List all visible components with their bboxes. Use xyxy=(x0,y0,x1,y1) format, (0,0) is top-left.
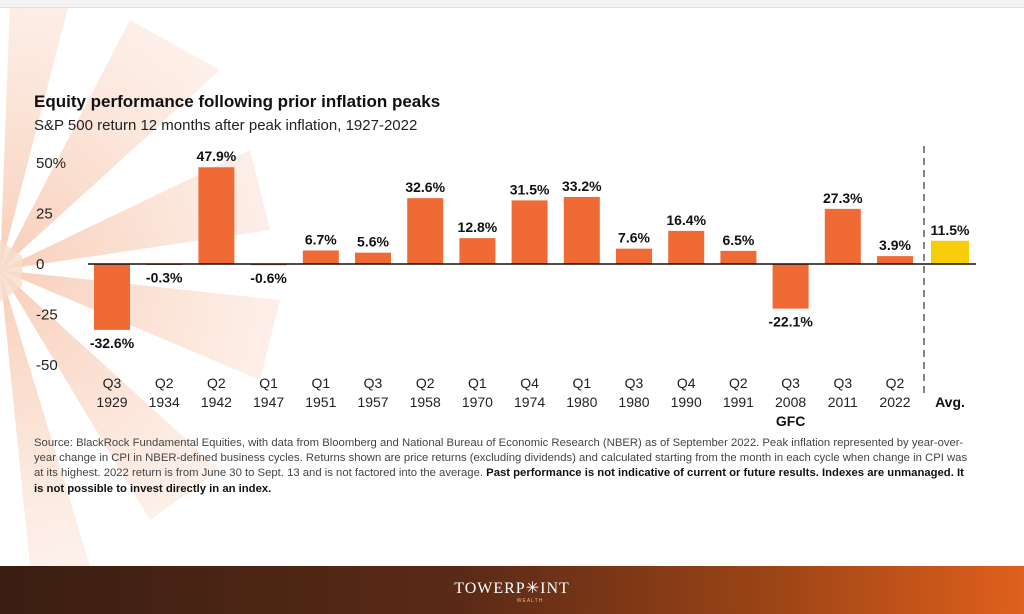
x-tick-quarter: Q4 xyxy=(520,375,539,391)
bar xyxy=(198,167,235,264)
y-tick-label: 50% xyxy=(36,155,66,172)
x-tick-year: 2022 xyxy=(879,394,910,410)
top-border xyxy=(0,0,1024,8)
x-tick-quarter: Q2 xyxy=(416,375,435,391)
x-tick-year: 1990 xyxy=(671,394,702,410)
x-tick-quarter: Q3 xyxy=(625,375,644,391)
x-tick-note: GFC xyxy=(776,413,806,429)
x-tick-year: 1934 xyxy=(149,394,180,410)
y-tick-label: -50 xyxy=(36,357,58,374)
bar xyxy=(459,238,496,264)
towerpoint-logo-subtext: WEALTH xyxy=(516,598,544,604)
disclaimer-text: Past performance is not indicative of cu… xyxy=(34,467,964,495)
x-tick-year: 1942 xyxy=(201,394,232,410)
y-tick-label: 0 xyxy=(36,256,44,273)
footer-bar: TOWERP✳INT WEALTH xyxy=(0,566,1024,614)
x-tick-quarter: Q1 xyxy=(311,375,330,391)
y-tick-label: -25 xyxy=(36,307,58,324)
bar xyxy=(616,248,652,264)
data-label: 5.6% xyxy=(357,234,389,250)
data-label: 16.4% xyxy=(666,212,706,228)
bar xyxy=(824,208,861,264)
data-label: 33.2% xyxy=(562,178,602,194)
average-data-label: 11.5% xyxy=(931,222,970,238)
x-tick-year: 1951 xyxy=(305,394,336,410)
x-tick-year: 1970 xyxy=(462,394,493,410)
data-label: -0.3% xyxy=(146,270,183,286)
bar xyxy=(877,256,913,264)
x-tick-year: 1929 xyxy=(96,394,127,410)
x-tick-quarter: Q2 xyxy=(155,375,174,391)
data-label: 6.5% xyxy=(722,232,754,248)
bar xyxy=(668,230,705,264)
x-tick-quarter: Q3 xyxy=(781,375,800,391)
x-tick-quarter: Q1 xyxy=(572,375,591,391)
y-tick-label: 25 xyxy=(36,206,53,223)
x-tick-year: 1991 xyxy=(723,394,754,410)
data-label: -22.1% xyxy=(768,314,813,330)
data-label: 31.5% xyxy=(510,181,550,197)
x-tick-quarter: Q1 xyxy=(259,375,278,391)
average-bar xyxy=(931,240,969,264)
bar xyxy=(511,200,548,264)
source-text: Source: BlackRock Fundamental Equities, … xyxy=(34,437,968,480)
data-label: 3.9% xyxy=(879,237,911,253)
data-label: 12.8% xyxy=(458,219,498,235)
bar xyxy=(772,264,809,309)
chart-subtitle: S&P 500 return 12 months after peak infl… xyxy=(34,117,418,134)
source-note: Source: BlackRock Fundamental Equities, … xyxy=(34,436,974,497)
data-label: -0.6% xyxy=(250,270,287,286)
data-label: 7.6% xyxy=(618,230,650,246)
data-label: 47.9% xyxy=(197,148,237,164)
x-tick-quarter: Q2 xyxy=(207,375,226,391)
data-label: 32.6% xyxy=(405,179,445,195)
bar xyxy=(563,196,600,264)
bar xyxy=(302,250,339,264)
data-label: 6.7% xyxy=(305,231,337,247)
bar xyxy=(94,264,130,330)
x-tick-quarter: Q3 xyxy=(364,375,383,391)
x-tick-year: 2008 xyxy=(775,394,806,410)
x-tick-year: 1947 xyxy=(253,394,284,410)
x-tick-year: 1958 xyxy=(410,394,441,410)
data-label: -32.6% xyxy=(90,335,135,351)
x-tick-quarter: Q1 xyxy=(468,375,487,391)
x-tick-year: 1974 xyxy=(514,394,545,410)
average-category-label: Avg. xyxy=(935,394,965,410)
data-label: 27.3% xyxy=(823,190,863,206)
bar xyxy=(355,252,391,264)
x-tick-year: 1980 xyxy=(618,394,649,410)
x-tick-quarter: Q3 xyxy=(833,375,852,391)
bar xyxy=(407,198,444,264)
x-tick-year: 2011 xyxy=(828,394,858,410)
x-tick-quarter: Q4 xyxy=(677,375,696,391)
towerpoint-logo: TOWERP✳INT xyxy=(454,580,570,597)
bar xyxy=(720,250,757,264)
x-tick-quarter: Q2 xyxy=(886,375,905,391)
x-tick-year: 1957 xyxy=(357,394,388,410)
x-tick-quarter: Q2 xyxy=(729,375,748,391)
chart-title: Equity performance following prior infla… xyxy=(34,92,441,111)
x-tick-quarter: Q3 xyxy=(103,375,122,391)
x-tick-year: 1980 xyxy=(566,394,597,410)
